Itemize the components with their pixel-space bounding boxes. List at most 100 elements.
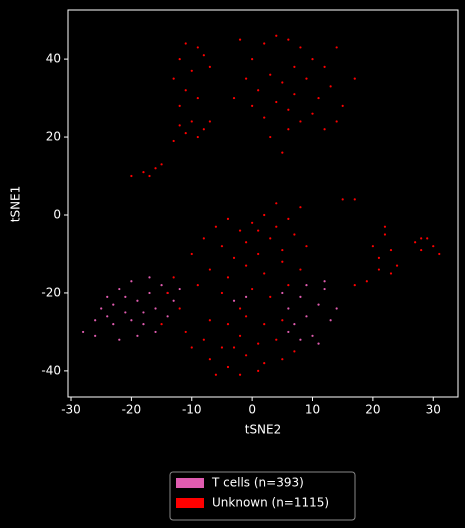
data-point: [178, 287, 181, 291]
data-point: [383, 225, 387, 228]
data-point: [414, 241, 417, 244]
data-point: [281, 358, 284, 361]
data-point: [190, 120, 193, 123]
data-point: [190, 252, 193, 256]
data-point: [196, 135, 199, 139]
legend-box: [169, 471, 356, 521]
data-point: [154, 167, 157, 170]
x-axis-label: tSNE2: [245, 423, 282, 437]
data-point: [263, 361, 266, 365]
data-point: [269, 73, 272, 76]
data-point: [287, 284, 290, 287]
data-point: [353, 198, 356, 201]
data-point: [299, 120, 302, 123]
data-point: [202, 237, 205, 240]
data-point: [100, 307, 103, 310]
data-point: [184, 132, 187, 135]
data-point: [251, 287, 254, 291]
data-point: [293, 65, 296, 69]
data-point: [287, 128, 290, 131]
data-point: [226, 276, 230, 279]
data-point: [178, 307, 181, 310]
data-point: [287, 217, 290, 220]
data-point: [202, 128, 205, 131]
data-point: [196, 284, 199, 287]
data-point: [220, 245, 224, 248]
data-point: [323, 128, 326, 131]
x-tick-label: 30: [426, 403, 441, 417]
data-point: [269, 295, 272, 298]
data-point: [275, 225, 278, 228]
data-point: [281, 260, 284, 263]
data-point: [244, 295, 248, 298]
data-point: [226, 323, 230, 326]
data-point: [208, 319, 211, 322]
data-point: [389, 272, 393, 275]
data-point: [305, 77, 308, 80]
data-point: [299, 295, 302, 298]
data-point: [323, 280, 326, 283]
data-point: [323, 287, 326, 291]
data-point: [154, 330, 157, 334]
data-point: [244, 264, 248, 267]
data-point: [220, 346, 224, 349]
y-tick-label: -20: [41, 285, 61, 299]
data-point: [420, 237, 423, 240]
data-point: [383, 233, 387, 236]
plot-frame: [67, 9, 459, 398]
data-point: [299, 206, 302, 209]
data-point: [299, 268, 302, 271]
data-point: [166, 315, 169, 318]
data-point: [335, 120, 338, 123]
x-tick-label: -20: [122, 403, 142, 417]
data-point: [263, 42, 266, 45]
data-point: [208, 65, 211, 69]
data-point: [269, 135, 272, 139]
data-point: [353, 284, 356, 287]
data-point: [263, 213, 266, 217]
data-point: [257, 89, 260, 92]
data-point: [166, 291, 169, 295]
data-point: [232, 346, 236, 349]
data-point: [238, 334, 242, 337]
data-point: [178, 124, 181, 127]
data-point: [81, 330, 85, 334]
data-point: [257, 369, 260, 372]
data-point: [275, 338, 278, 341]
data-point: [281, 319, 284, 322]
data-point: [118, 287, 121, 291]
data-point: [160, 284, 163, 287]
data-point: [305, 245, 308, 248]
data-point: [238, 307, 242, 310]
data-point: [275, 34, 278, 37]
data-point: [154, 307, 157, 310]
data-point: [329, 319, 332, 322]
y-axis-label: tSNE1: [9, 186, 23, 223]
data-point: [184, 330, 187, 334]
data-point: [293, 323, 296, 326]
data-point: [160, 323, 163, 326]
data-point: [112, 303, 115, 306]
x-tick-label: 20: [365, 403, 380, 417]
data-point: [299, 46, 302, 49]
data-point: [263, 323, 266, 326]
data-point: [341, 104, 344, 107]
legend-label: T cells (n=393): [211, 476, 304, 490]
data-point: [323, 65, 326, 69]
data-point: [257, 229, 260, 232]
y-tick-label: 20: [46, 130, 61, 144]
data-point: [238, 373, 242, 376]
data-point: [438, 252, 441, 256]
data-point: [178, 58, 181, 61]
data-point: [365, 280, 368, 283]
data-point: [226, 365, 230, 369]
data-point: [287, 108, 290, 111]
data-point: [202, 54, 205, 57]
data-point: [377, 268, 381, 271]
data-point: [172, 139, 175, 143]
legend-label: Unknown (n=1115): [212, 496, 329, 510]
data-point: [371, 245, 374, 248]
data-point: [305, 284, 308, 287]
data-point: [244, 241, 248, 244]
